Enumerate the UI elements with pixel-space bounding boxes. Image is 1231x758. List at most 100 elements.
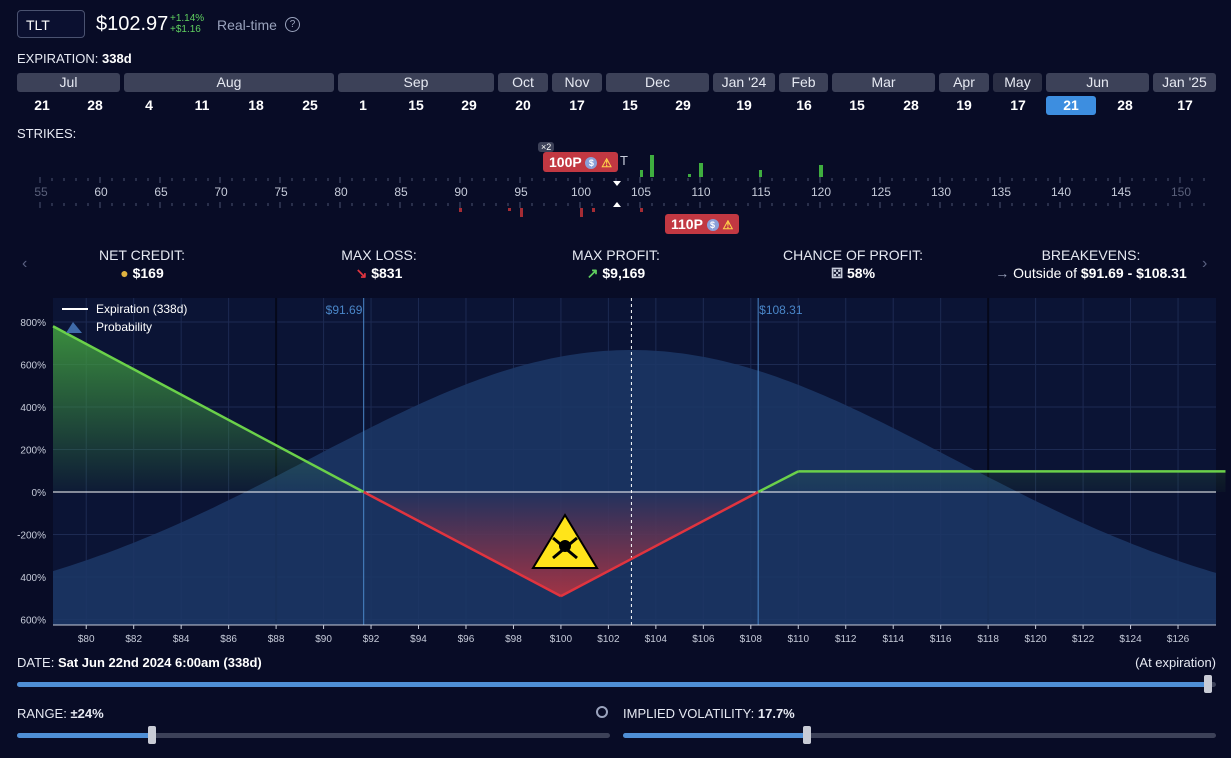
strike-number[interactable]: 80 xyxy=(334,185,348,199)
profit-area xyxy=(53,326,1226,492)
legend-probability[interactable]: Probability xyxy=(96,320,152,334)
month-tab[interactable]: Jan '25 xyxy=(1153,73,1216,92)
strike-number[interactable]: 95 xyxy=(514,185,528,199)
strike-number[interactable]: 105 xyxy=(630,185,652,199)
expiry-day[interactable]: 4 xyxy=(145,97,153,113)
x-tick-label: $122 xyxy=(1072,634,1095,645)
strike-number[interactable]: 120 xyxy=(810,185,832,199)
ticker-input[interactable]: TLT xyxy=(17,10,85,38)
next-arrow-icon[interactable]: › xyxy=(1202,255,1208,272)
volume-bar xyxy=(688,174,691,177)
expiry-day[interactable]: 17 xyxy=(569,97,585,113)
strike-ruler[interactable] xyxy=(0,150,1231,220)
stat-value: $91.69 - $108.31 xyxy=(1080,265,1187,281)
iv-slider[interactable] xyxy=(623,726,1216,744)
expiry-day-selected[interactable]: 21 xyxy=(1046,96,1096,115)
month-tab[interactable]: Mar xyxy=(832,73,935,92)
strike-number[interactable]: 70 xyxy=(214,185,228,199)
month-tab[interactable]: May xyxy=(993,73,1042,92)
range-slider-fill xyxy=(17,733,152,738)
expiry-day[interactable]: 17 xyxy=(1010,97,1026,113)
expiry-day[interactable]: 28 xyxy=(1117,97,1133,113)
prev-arrow-icon[interactable]: ‹ xyxy=(22,255,28,272)
month-tab[interactable]: Sep xyxy=(338,73,494,92)
probability-curve xyxy=(53,350,1216,625)
expiry-day[interactable]: 21 xyxy=(34,97,50,113)
expiry-day[interactable]: 15 xyxy=(849,97,865,113)
volume-bar xyxy=(650,155,654,177)
expiry-day[interactable]: 11 xyxy=(194,97,210,113)
current-price: $102.97 xyxy=(96,13,169,35)
expiry-day[interactable]: 20 xyxy=(515,97,531,113)
strike-number[interactable]: 60 xyxy=(94,185,108,199)
refresh-icon[interactable] xyxy=(596,706,608,718)
legend-expiration[interactable]: Expiration (338d) xyxy=(96,302,187,316)
month-tab[interactable]: Jul xyxy=(17,73,120,92)
strike-number[interactable]: 125 xyxy=(870,185,892,199)
stat-chance-of-profit: CHANCE OF PROFIT: ⚄ 58% xyxy=(743,247,963,282)
help-icon[interactable]: ? xyxy=(285,17,300,32)
expiry-day[interactable]: 29 xyxy=(461,97,477,113)
strike-number[interactable]: 90 xyxy=(454,185,468,199)
expiry-day[interactable]: 1 xyxy=(359,97,367,113)
expiry-day[interactable]: 16 xyxy=(796,97,812,113)
y-tick-label: 600% xyxy=(20,616,46,627)
expiry-day[interactable]: 28 xyxy=(87,97,103,113)
strike-number[interactable]: 100 xyxy=(570,185,592,199)
strike-number[interactable]: 55 xyxy=(34,185,48,199)
strike-number[interactable]: 75 xyxy=(274,185,288,199)
strike-number[interactable]: 65 xyxy=(154,185,168,199)
breakeven-label-high: $108.31 xyxy=(759,303,803,317)
month-tab[interactable]: Jan '24 xyxy=(713,73,775,92)
dice-icon: ⚄ xyxy=(830,265,844,281)
month-tab[interactable]: Feb xyxy=(779,73,828,92)
x-tick-label: $98 xyxy=(505,634,522,645)
arrow-right-icon: → xyxy=(995,265,1010,281)
strike-tag-110p[interactable]: 110P $ ⚠ xyxy=(665,214,740,234)
range-slider-thumb[interactable] xyxy=(148,726,156,744)
expiry-day[interactable]: 19 xyxy=(956,97,972,113)
date-slider-thumb[interactable] xyxy=(1204,675,1212,693)
expiry-day[interactable]: 15 xyxy=(408,97,424,113)
strike-number[interactable]: 115 xyxy=(751,185,771,199)
x-tick-label: $110 xyxy=(788,634,810,645)
iv-slider-thumb[interactable] xyxy=(803,726,811,744)
range-slider[interactable] xyxy=(17,726,610,744)
expiry-day[interactable]: 15 xyxy=(622,97,638,113)
payoff-segment xyxy=(757,470,799,494)
strike-number[interactable]: 150 xyxy=(1170,185,1192,199)
strike-number[interactable]: 135 xyxy=(990,185,1012,199)
expiry-day[interactable]: 17 xyxy=(1177,97,1193,113)
strike-number[interactable]: 130 xyxy=(930,185,952,199)
strike-number[interactable]: 110 xyxy=(691,185,711,199)
expiry-day[interactable]: 29 xyxy=(675,97,691,113)
x-tick-label: $84 xyxy=(173,634,190,645)
month-tab[interactable]: Aug xyxy=(124,73,334,92)
change-amount: +$1.16 xyxy=(170,24,201,35)
month-tab[interactable]: Dec xyxy=(606,73,709,92)
volume-bar xyxy=(759,170,762,177)
arrow-down-icon: ↘ xyxy=(355,265,368,281)
expiry-day[interactable]: 28 xyxy=(903,97,919,113)
x-tick-label: $80 xyxy=(78,634,95,645)
volume-bar xyxy=(699,163,703,177)
strike-number[interactable]: 145 xyxy=(1110,185,1132,199)
expiry-day[interactable]: 19 xyxy=(736,97,752,113)
volume-bar xyxy=(508,208,511,211)
date-slider[interactable] xyxy=(17,675,1216,693)
strike-tag-100p[interactable]: 100P $ ⚠ xyxy=(543,152,618,172)
month-tab[interactable]: Oct xyxy=(498,73,548,92)
expiry-day[interactable]: 18 xyxy=(248,97,264,113)
payoff-chart[interactable]: $91.69 $108.31 800% 600% 400% 200% 0% -200% 40… xyxy=(0,298,1231,648)
stat-value: $169 xyxy=(132,265,164,281)
strike-number[interactable]: 85 xyxy=(394,185,408,199)
axis-labels: 800% 600% 400% 200% 0% -200% 400% 600% $80 $82 $84… xyxy=(17,318,1216,645)
strike-number[interactable]: 140 xyxy=(1050,185,1072,199)
volume-bar xyxy=(459,208,462,212)
month-tab[interactable]: Jun xyxy=(1046,73,1149,92)
x-tick-label: $112 xyxy=(835,634,857,645)
x-tick-label: $90 xyxy=(315,634,332,645)
month-tab[interactable]: Apr xyxy=(939,73,989,92)
month-tab[interactable]: Nov xyxy=(552,73,602,92)
expiry-day[interactable]: 25 xyxy=(302,97,318,113)
